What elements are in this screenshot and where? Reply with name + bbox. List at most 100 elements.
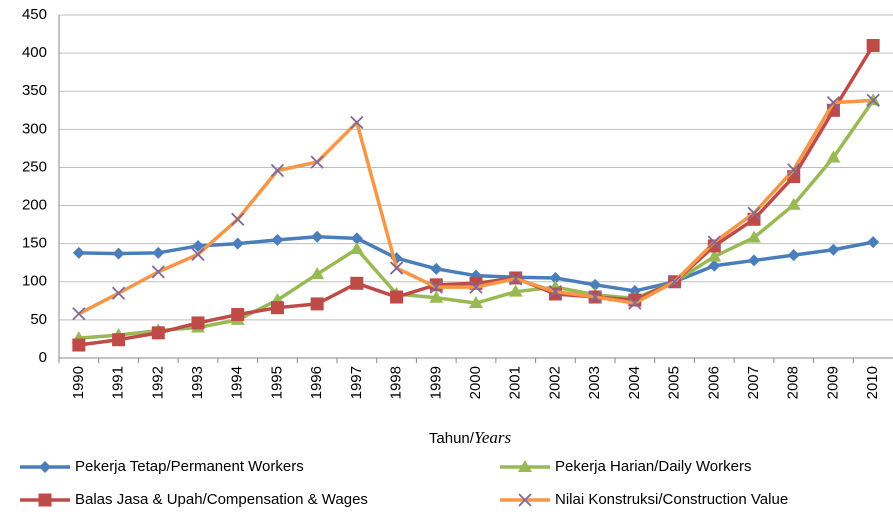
marker xyxy=(311,230,324,243)
x-tick-label: 2007 xyxy=(745,366,762,399)
marker xyxy=(588,290,602,304)
x-tick-label: 2004 xyxy=(626,366,643,399)
marker xyxy=(826,96,841,110)
y-tick-label: 100 xyxy=(22,273,47,290)
y-tick-label: 450 xyxy=(22,6,47,23)
marker xyxy=(429,280,443,294)
x-label-italic: Years xyxy=(474,428,512,447)
marker xyxy=(748,254,760,267)
marker xyxy=(827,243,840,256)
marker xyxy=(349,242,364,255)
y-tick-label: 0 xyxy=(39,349,47,366)
marker xyxy=(39,461,51,473)
legend-label: Balas Jasa & Upah/Compensation & Wages xyxy=(75,491,368,508)
marker xyxy=(747,230,761,243)
marker xyxy=(786,197,801,210)
marker xyxy=(707,249,722,262)
marker xyxy=(508,284,523,297)
marker xyxy=(231,212,245,226)
y-tick-label: 250 xyxy=(22,158,47,175)
marker xyxy=(549,271,562,284)
legend-label: Pekerja Harian/Daily Workers xyxy=(555,458,751,475)
marker xyxy=(390,290,404,304)
x-tick-label: 2006 xyxy=(705,366,722,399)
x-tick-label: 1994 xyxy=(229,366,246,399)
marker xyxy=(628,296,642,310)
marker xyxy=(826,150,841,163)
x-tick-label: 2002 xyxy=(546,366,563,399)
marker xyxy=(707,239,721,253)
y-tick-label: 350 xyxy=(22,82,47,99)
marker xyxy=(866,93,880,108)
x-tick-label: 1998 xyxy=(388,366,405,399)
x-tick-label: 1996 xyxy=(308,366,325,399)
marker xyxy=(707,235,721,249)
marker xyxy=(112,333,126,347)
marker xyxy=(708,259,721,272)
marker xyxy=(151,326,165,340)
marker xyxy=(151,265,165,279)
x-tick-label: 2000 xyxy=(467,366,484,399)
marker xyxy=(350,276,364,290)
x-tick-label: 2008 xyxy=(785,366,802,399)
marker xyxy=(72,338,86,352)
marker xyxy=(667,275,682,289)
marker xyxy=(192,239,204,252)
marker xyxy=(310,267,325,280)
marker xyxy=(271,233,284,246)
legend-label: Nilai Konstruksi/Construction Value xyxy=(555,491,788,508)
marker xyxy=(231,237,244,250)
marker xyxy=(518,460,532,472)
x-tick-label: 1993 xyxy=(189,366,206,399)
x-tick-label: 2010 xyxy=(864,366,881,399)
marker xyxy=(747,206,761,220)
marker xyxy=(191,247,205,261)
x-tick-label: 1995 xyxy=(268,366,285,399)
x-tick-label: 1992 xyxy=(149,366,166,399)
marker xyxy=(152,246,165,259)
marker xyxy=(389,261,404,275)
marker xyxy=(469,296,483,309)
marker xyxy=(469,280,483,294)
y-tick-label: 50 xyxy=(30,311,47,328)
x-tick-label: 2003 xyxy=(586,366,603,399)
x-tick-label: 2009 xyxy=(824,366,841,399)
marker xyxy=(270,301,284,315)
marker xyxy=(191,316,205,330)
marker xyxy=(310,155,324,169)
x-label-main: Tahun/ xyxy=(429,430,475,447)
x-tick-label: 1990 xyxy=(70,366,87,399)
x-tick-label: 1991 xyxy=(110,366,127,399)
marker xyxy=(350,232,363,245)
x-tick-label: 1999 xyxy=(427,366,444,399)
marker xyxy=(231,308,245,322)
marker xyxy=(111,286,126,300)
marker xyxy=(787,163,801,177)
marker xyxy=(589,278,602,291)
marker xyxy=(310,297,324,311)
marker xyxy=(509,272,523,286)
y-tick-label: 400 xyxy=(22,44,47,61)
marker xyxy=(518,493,532,507)
marker xyxy=(72,246,85,259)
marker xyxy=(867,236,880,249)
marker xyxy=(866,38,880,52)
marker xyxy=(72,307,86,321)
marker xyxy=(112,247,125,260)
x-axis-label: Tahun/Years xyxy=(429,428,512,447)
x-tick-label: 1997 xyxy=(348,366,365,399)
marker xyxy=(270,163,285,178)
marker xyxy=(430,262,443,275)
marker xyxy=(350,115,364,130)
y-tick-label: 150 xyxy=(22,235,47,252)
x-tick-label: 2005 xyxy=(666,366,683,399)
marker xyxy=(38,493,52,507)
marker xyxy=(429,290,444,303)
legend-label: Pekerja Tetap/Permanent Workers xyxy=(75,458,304,475)
y-tick-label: 300 xyxy=(22,120,47,137)
marker xyxy=(787,249,800,262)
marker xyxy=(548,285,563,299)
x-tick-label: 2001 xyxy=(507,366,524,399)
y-tick-label: 200 xyxy=(22,197,47,214)
